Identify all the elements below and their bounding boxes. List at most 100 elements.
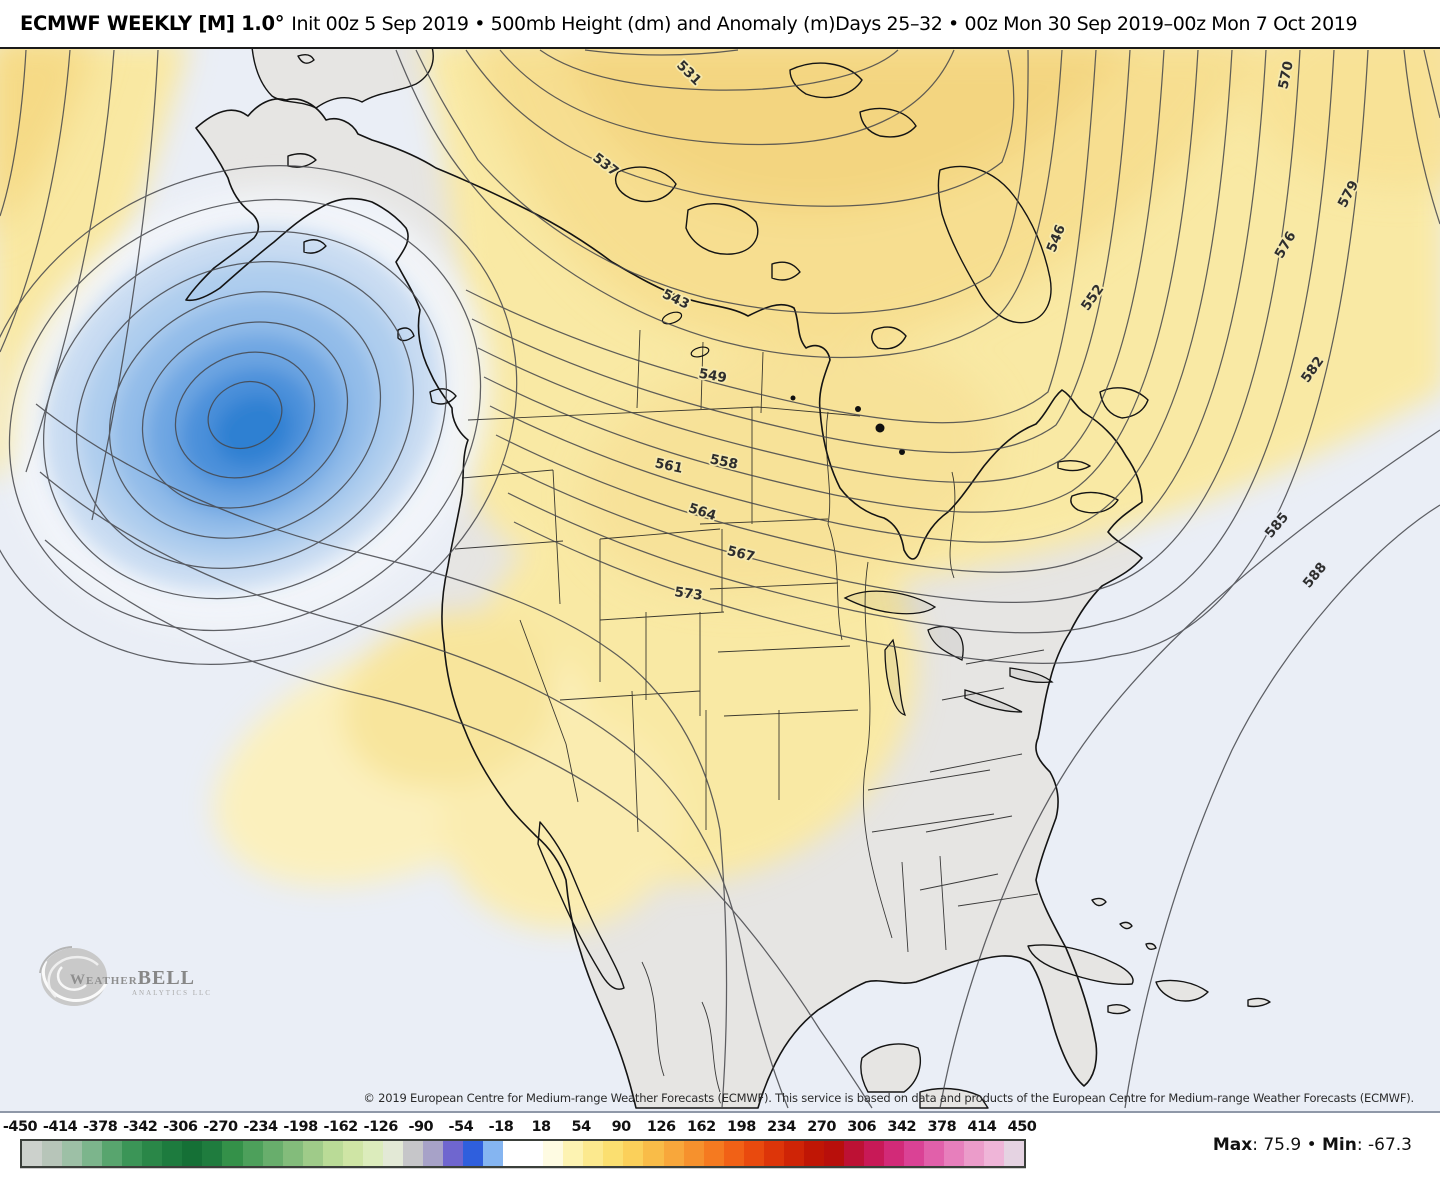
legend-tick: 54	[571, 1119, 592, 1135]
legend-color-cell	[743, 1141, 764, 1166]
small-lakes	[661, 311, 905, 455]
legend-tick: 414	[967, 1119, 997, 1135]
legend-color-cell	[22, 1141, 43, 1166]
legend-color-cell	[82, 1141, 103, 1166]
legend-color-cell	[42, 1141, 63, 1166]
max-min-summary: Max: 75.9 • Min: -67.3	[1213, 1135, 1412, 1155]
legend-color-cell	[503, 1141, 524, 1166]
legend-color-cell	[362, 1141, 383, 1166]
legend-color-cell	[342, 1141, 363, 1166]
height-contours	[0, 49, 1440, 1109]
legend-tick: -126	[363, 1119, 399, 1135]
legend-color-cell	[823, 1141, 844, 1166]
legend-tick-labels: -450 -414 -378 -342 -306 -270 -234 -198 -162 -126…	[3, 1119, 1037, 1137]
legend-color-cell	[924, 1141, 945, 1166]
legend-color-cell	[663, 1141, 684, 1166]
legend-color-cell	[202, 1141, 223, 1166]
legend-color-cell	[783, 1141, 804, 1166]
title-bar: ECMWF WEEKLY [M] 1.0° Init 00z 5 Sep 201…	[0, 0, 1440, 47]
legend-color-cell	[282, 1141, 303, 1166]
legend-tick: -414	[42, 1119, 78, 1135]
legend-color-cell	[122, 1141, 143, 1166]
state-borders	[454, 329, 1045, 1093]
legend-color-cell	[884, 1141, 905, 1166]
legend-color-cell	[302, 1141, 323, 1166]
legend-color-cell	[603, 1141, 624, 1166]
legend-tick: -198	[283, 1119, 318, 1135]
legend-color-cell	[984, 1141, 1005, 1166]
max-label: Max	[1212, 1135, 1253, 1155]
great-lakes	[843, 590, 1054, 716]
legend-color-cell	[944, 1141, 965, 1166]
forecast-map: 531 537 543 546 549 552 558 561 564 567 570 573 576 5…	[0, 47, 1440, 1113]
legend-color-cell	[623, 1141, 644, 1166]
logo-subtitle: ANALYTICS LLC	[132, 989, 212, 997]
legend-tick: 162	[686, 1119, 716, 1135]
legend-color-cell	[803, 1141, 824, 1166]
legend-tick: 270	[807, 1119, 836, 1135]
legend-color-cell	[222, 1141, 243, 1166]
legend-color-cell	[583, 1141, 604, 1166]
legend-color-cell	[322, 1141, 343, 1166]
legend-tick: 90	[611, 1119, 632, 1135]
legend-tick: -18	[488, 1119, 514, 1135]
legend-color-cell	[683, 1141, 704, 1166]
anomaly-colorbar	[20, 1139, 1026, 1168]
legend-color-cell	[442, 1141, 464, 1166]
legend-color-cell	[402, 1141, 423, 1166]
legend-color-cell	[863, 1141, 885, 1166]
legend-color-cell	[723, 1141, 744, 1166]
legend-zone: -450 -414 -378 -342 -306 -270 -234 -198 -162 -126…	[0, 1113, 1440, 1184]
max-value: : 75.9	[1252, 1135, 1307, 1155]
legend-tick: 18	[531, 1119, 551, 1135]
legend-tick: -306	[163, 1119, 198, 1135]
legend-color-cell	[964, 1141, 985, 1166]
map-canvas: 5315375435465495525585615645675705735765…	[0, 49, 1440, 1111]
legend-color-cell	[703, 1141, 724, 1166]
logo-wordmark: WeatherBELL	[70, 967, 195, 989]
legend-tick: -54	[448, 1119, 474, 1135]
legend-color-cell	[523, 1141, 544, 1166]
legend-tick: 126	[646, 1119, 676, 1135]
legend-tick: 342	[887, 1119, 917, 1135]
copyright-text: © 2019 European Centre for Medium-range …	[363, 1091, 1414, 1105]
legend-tick: 378	[927, 1119, 957, 1135]
legend-tick: -234	[243, 1119, 278, 1135]
title-details: Init 00z 5 Sep 2019 • 500mb Height (dm) …	[291, 12, 1358, 35]
legend-tick: 198	[727, 1119, 756, 1135]
legend-tick: -450	[2, 1119, 38, 1135]
legend-color-cell	[382, 1141, 403, 1166]
product-title: ECMWF WEEKLY [M] 1.0°	[20, 12, 285, 35]
separator-bullet: •	[1306, 1135, 1323, 1155]
legend-tick: 450	[1007, 1119, 1037, 1135]
legend-tick: -162	[323, 1119, 358, 1135]
legend-color-cell	[904, 1141, 925, 1166]
min-label: Min	[1322, 1135, 1357, 1155]
legend-color-cell	[142, 1141, 163, 1166]
min-value: : -67.3	[1356, 1135, 1412, 1155]
legend-color-cell	[182, 1141, 203, 1166]
legend-color-cell	[62, 1141, 83, 1166]
legend-color-cell	[422, 1141, 443, 1166]
legend-color-cell	[543, 1141, 564, 1166]
legend-color-cell	[463, 1141, 484, 1166]
hurricane-swirl-icon	[39, 946, 108, 1006]
legend-tick: -342	[123, 1119, 158, 1135]
legend-tick: 234	[767, 1119, 796, 1135]
legend-tick: 306	[847, 1119, 877, 1135]
negative-anomaly-shading	[8, 187, 492, 633]
legend-color-cell	[242, 1141, 263, 1166]
legend-tick: -378	[83, 1119, 118, 1135]
legend-tick: -270	[203, 1119, 238, 1135]
legend-color-cell	[643, 1141, 664, 1166]
legend-color-cell	[162, 1141, 183, 1166]
legend-color-cell	[102, 1141, 123, 1166]
legend-color-cell	[262, 1141, 283, 1166]
legend-color-cell	[483, 1141, 504, 1166]
legend-color-cell	[563, 1141, 584, 1166]
legend-tick: -90	[408, 1119, 434, 1135]
legend-color-cell	[763, 1141, 784, 1166]
legend-color-cell	[843, 1141, 864, 1166]
legend-color-cell	[1004, 1141, 1025, 1166]
weatherbell-logo: WeatherBELL ANALYTICS LLC	[36, 941, 236, 1019]
